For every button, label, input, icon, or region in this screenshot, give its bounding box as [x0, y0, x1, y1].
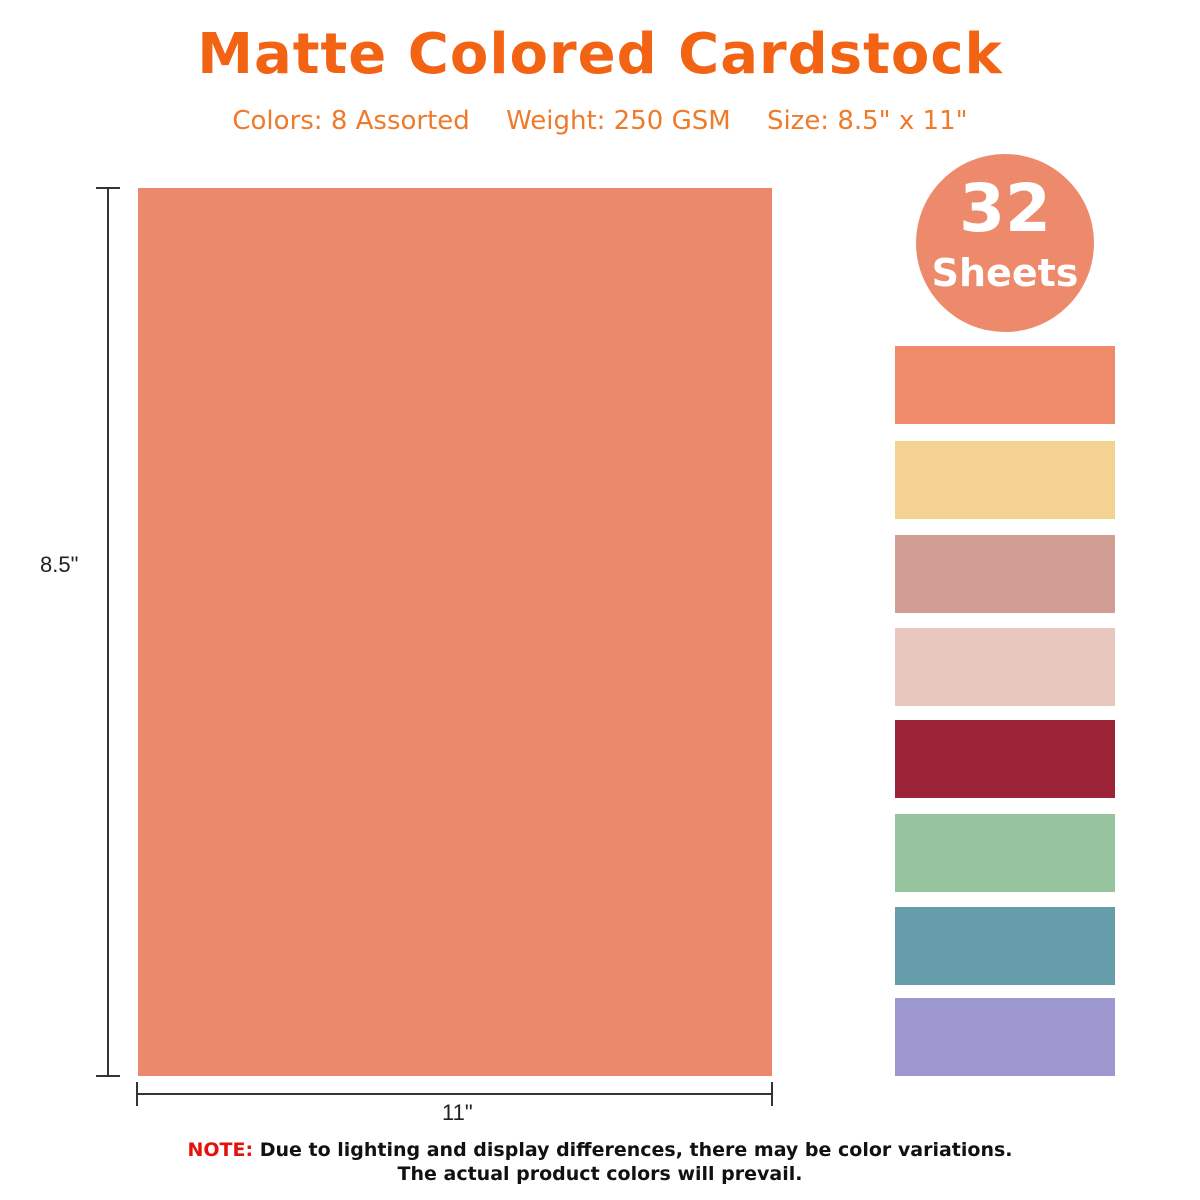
- sheet-count-unit: Sheets: [931, 251, 1079, 295]
- spec-weight: Weight: 250 GSM: [506, 106, 731, 136]
- spec-colors: Colors: 8 Assorted: [232, 106, 470, 136]
- width-dimension-cap-left: [136, 1082, 138, 1106]
- sheet-count-badge: 32 Sheets: [916, 154, 1094, 332]
- page-title: Matte Colored Cardstock: [197, 22, 1003, 87]
- height-dimension-label: 8.5": [40, 552, 79, 577]
- color-swatch: [895, 628, 1115, 706]
- color-swatch: [895, 907, 1115, 985]
- height-dimension-line: [107, 188, 109, 1076]
- width-dimension-label: 11": [442, 1100, 473, 1125]
- sheet-count-number: 32: [959, 170, 1051, 247]
- color-swatch: [895, 720, 1115, 798]
- height-dimension-cap-bottom: [96, 1075, 120, 1077]
- cardstock-sheet: [138, 188, 772, 1076]
- color-swatch: [895, 998, 1115, 1076]
- disclaimer-line-2: The actual product colors will prevail.: [397, 1163, 803, 1185]
- width-dimension-line: [137, 1093, 773, 1095]
- color-swatch: [895, 814, 1115, 892]
- disclaimer-note: NOTE: Due to lighting and display differ…: [0, 1138, 1200, 1186]
- note-label: NOTE:: [187, 1139, 254, 1161]
- width-dimension-cap-right: [771, 1082, 773, 1106]
- color-swatch: [895, 441, 1115, 519]
- note-text: Due to lighting and display differences,…: [253, 1139, 1013, 1161]
- specs-line: Colors: 8 Assorted Weight: 250 GSM Size:…: [0, 106, 1200, 136]
- color-swatch: [895, 346, 1115, 424]
- color-swatch: [895, 535, 1115, 613]
- spec-size: Size: 8.5" x 11": [766, 106, 968, 136]
- height-dimension-cap-top: [96, 187, 120, 189]
- disclaimer-line-1: NOTE: Due to lighting and display differ…: [0, 1138, 1200, 1162]
